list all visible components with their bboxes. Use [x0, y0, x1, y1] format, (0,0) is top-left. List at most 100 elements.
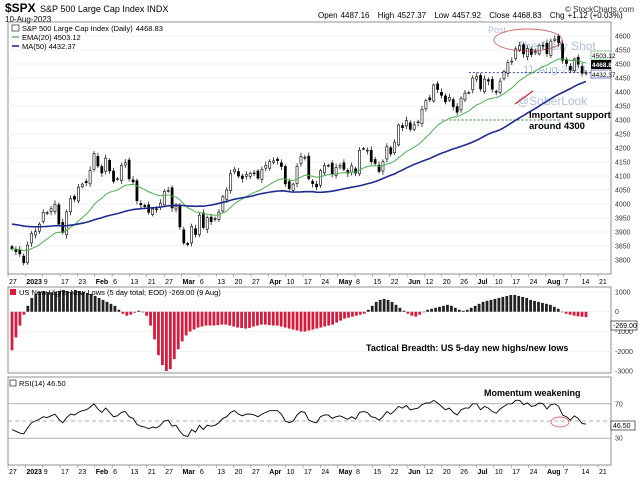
x-tick-label: 14: [582, 469, 590, 476]
price-tick-label: 4350: [615, 104, 631, 111]
breadth-bar: [133, 311, 137, 313]
price-legend: S&P 500 Large Cap Index (Daily) 4468.83 E…: [11, 24, 163, 51]
price-tick-label: 3850: [615, 244, 631, 251]
candle-body: [373, 159, 377, 164]
breadth-bar: [552, 306, 556, 312]
ma-tag: 4432.37: [592, 72, 616, 79]
breadth-bar: [252, 311, 255, 327]
x-tick-label: 26: [460, 469, 468, 476]
breadth-bar: [137, 310, 141, 312]
breadth-bar: [232, 311, 236, 327]
candle-body: [209, 216, 213, 222]
breadth-bar: [46, 291, 50, 312]
breadth-bar: [93, 295, 97, 312]
candle-body: [295, 165, 299, 184]
breadth-bar: [117, 309, 121, 312]
candle-body: [483, 78, 486, 93]
candle-body: [323, 165, 326, 174]
candle-body: [84, 181, 88, 184]
candle-body: [444, 95, 447, 103]
candle-body: [143, 205, 147, 207]
breadth-bar: [351, 311, 354, 317]
breadth-bar: [200, 311, 204, 327]
watermark-handle: @SoberLook: [517, 94, 588, 108]
candle-body: [100, 166, 104, 174]
x-tick-label: 8: [356, 469, 360, 476]
candle-body: [412, 124, 416, 130]
candle-body: [14, 249, 18, 252]
breadth-bar: [311, 311, 315, 330]
breadth-bar: [442, 305, 445, 312]
candle-body: [529, 48, 533, 55]
x-tick-label: 26: [460, 279, 468, 286]
candle-body: [569, 65, 572, 71]
breadth-bar: [477, 303, 481, 312]
candle-body: [408, 122, 412, 130]
candle-body: [389, 147, 393, 155]
candle-body: [37, 223, 41, 232]
candle-body: [514, 48, 518, 59]
candle-body: [264, 165, 268, 169]
candle-body: [518, 45, 521, 51]
breadth-bar: [145, 311, 148, 316]
breadth-bar: [279, 311, 283, 327]
candle-body: [205, 217, 209, 230]
breadth-value: -269.00: [613, 323, 637, 330]
breadth-bar: [541, 302, 544, 312]
candle-body: [41, 212, 45, 222]
x-tick-label: 27: [9, 279, 17, 286]
candle-body: [401, 125, 404, 128]
x-tick-label: 6: [200, 279, 204, 286]
x-tick-label: 20: [443, 279, 451, 286]
chart-title: S&P 500 Large Cap Index INDX: [40, 4, 168, 14]
breadth-bar: [315, 311, 319, 329]
breadth-bar: [525, 297, 529, 312]
candle-body: [311, 181, 315, 184]
rsi-legend-swatch: [9, 379, 17, 387]
breadth-bar: [10, 311, 14, 351]
candle-body: [108, 160, 111, 172]
candle-body: [92, 153, 96, 170]
candle-body: [166, 190, 170, 192]
x-tick-label: 13: [217, 279, 225, 286]
candle-body: [354, 168, 357, 174]
breadth-bar: [446, 304, 449, 312]
candle-body: [584, 72, 588, 74]
breadth-bar: [584, 311, 588, 318]
breadth-bar: [50, 292, 53, 312]
price-tick-label: 4300: [615, 118, 631, 125]
breadth-bar: [263, 311, 267, 325]
breadth-bar: [418, 311, 422, 315]
legend-ma: MA(50) 4432.37: [22, 42, 76, 51]
candle-body: [127, 159, 131, 180]
candle-body: [88, 170, 92, 185]
x-tick-label: 10: [495, 279, 503, 286]
breadth-bars: [10, 290, 588, 372]
breadth-bar: [125, 311, 129, 316]
breadth-bar: [335, 311, 338, 323]
support-annotation-line2: around 4300: [529, 121, 585, 132]
x-tick-label: 13: [130, 469, 138, 476]
breadth-tick-label: -3000: [615, 369, 633, 376]
breadth-title: US New Highs-New Lows (5 day total; EOD)…: [19, 288, 221, 297]
x-tick-label: 17: [61, 279, 69, 286]
breadth-bar: [220, 311, 224, 325]
price-highlight-ellipse: [493, 28, 563, 52]
x-tick-label: 7: [564, 279, 568, 286]
breadth-tick-label: -1000: [615, 329, 633, 336]
candle-body: [22, 255, 26, 264]
breadth-bar: [568, 311, 572, 315]
breadth-bar: [168, 311, 172, 370]
support-arrow: [514, 90, 534, 105]
x-tick-label: 12: [425, 469, 433, 476]
candle-body: [49, 208, 53, 212]
breadth-bar: [370, 305, 374, 312]
x-tick-label: Apr: [269, 469, 281, 476]
breadth-bar: [129, 311, 133, 315]
x-tick-label: Feb: [96, 279, 108, 286]
breadth-bar: [509, 294, 513, 312]
x-tick-label: 6: [113, 469, 117, 476]
breadth-bar: [248, 311, 251, 328]
breadth-bar: [192, 311, 196, 330]
breadth-value-tag: [610, 320, 638, 331]
